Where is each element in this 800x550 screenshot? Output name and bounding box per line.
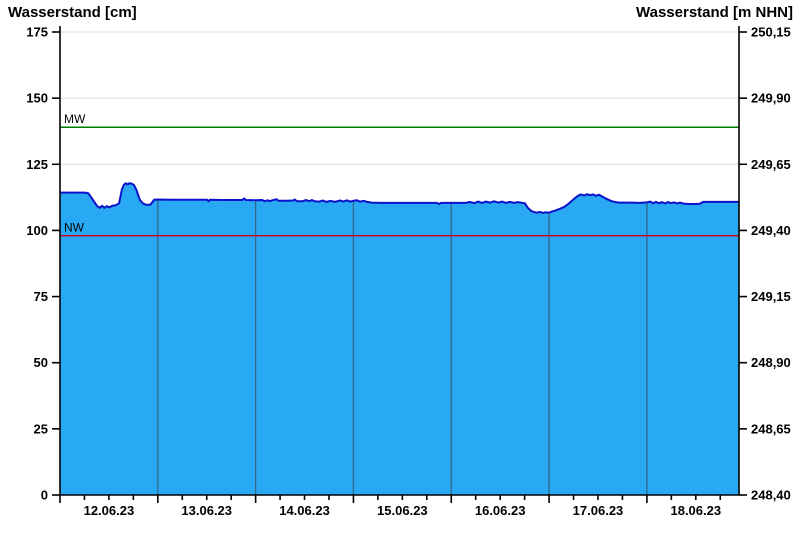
x-tick-label: 18.06.23	[670, 503, 721, 518]
y-right-tick-label: 248,90	[751, 355, 791, 370]
y-left-tick-label: 0	[41, 488, 48, 503]
nw-label: NW	[64, 221, 85, 235]
water-level-curve	[60, 182, 739, 214]
x-tick-label: 12.06.23	[84, 503, 135, 518]
x-tick-label: 15.06.23	[377, 503, 428, 518]
y-left-tick-label: 50	[34, 355, 48, 370]
y-left-tick-label: 125	[26, 157, 48, 172]
y-right-tick-label: 250,15	[751, 25, 791, 40]
mw-label: MW	[64, 112, 86, 126]
y-right-tick-label: 249,15	[751, 289, 791, 304]
y-right-tick-label: 248,65	[751, 421, 791, 436]
y-left-tick-label: 25	[34, 421, 48, 436]
x-tick-label: 17.06.23	[573, 503, 624, 518]
y-left-tick-label: 175	[26, 25, 48, 40]
area-fill	[60, 183, 739, 495]
y-right-tick-label: 249,90	[751, 91, 791, 106]
x-tick-label: 14.06.23	[279, 503, 330, 518]
x-tick-label: 13.06.23	[181, 503, 232, 518]
right-axis-title: Wasserstand [m NHN]	[636, 4, 793, 21]
y-right-tick-label: 249,65	[751, 157, 791, 172]
x-tick-label: 16.06.23	[475, 503, 526, 518]
y-left-tick-label: 100	[26, 223, 48, 238]
y-right-tick-label: 249,40	[751, 223, 791, 238]
left-axis-title: Wasserstand [cm]	[8, 4, 137, 21]
y-right-tick-label: 248,40	[751, 488, 791, 503]
y-left-tick-label: 150	[26, 91, 48, 106]
y-left-tick-label: 75	[34, 289, 48, 304]
